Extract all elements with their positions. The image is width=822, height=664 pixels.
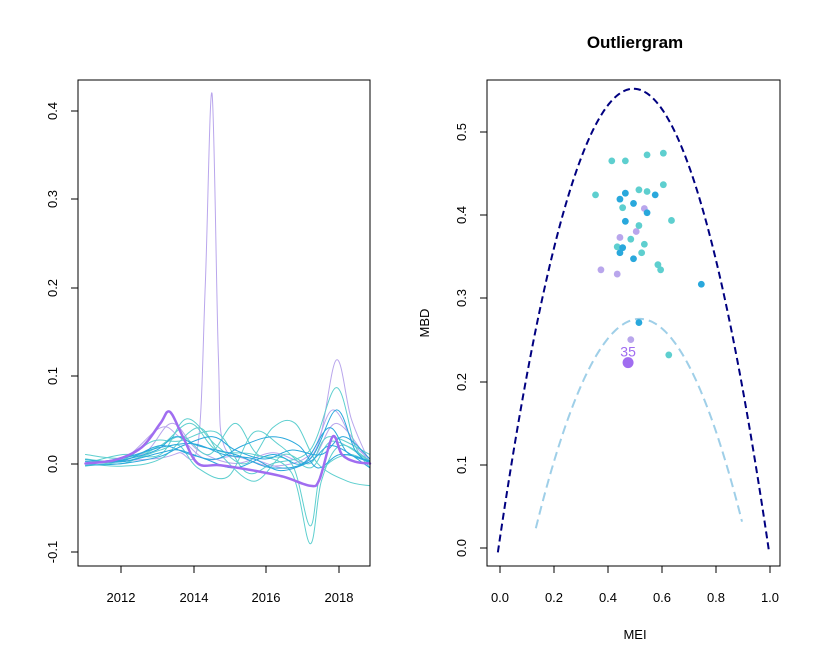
outliergram-point xyxy=(668,217,675,224)
outliergram-point xyxy=(621,189,629,197)
outliergram-x-axis-title: MEI xyxy=(623,627,646,642)
outliergram-point xyxy=(616,195,624,203)
outliergram-y-tick-label: 0.5 xyxy=(454,123,469,141)
outliergram-point xyxy=(608,157,616,165)
outliergram-point xyxy=(632,228,640,235)
curve-series-7 xyxy=(84,418,371,487)
curves-x-tick-label: 2012 xyxy=(107,590,136,605)
outliergram-point xyxy=(640,240,648,248)
outliergram-y-axis: 0.0 0.1 0.2 0.3 0.4 0.5 MBD xyxy=(417,123,488,557)
lower-parabola-curve xyxy=(534,317,743,529)
curves-y-tick-label: 0.0 xyxy=(45,455,60,473)
outliergram-point xyxy=(657,266,665,274)
outliergram-x-tick-label: 0.8 xyxy=(707,590,725,605)
outliergram-y-tick-label: 0.3 xyxy=(454,289,469,307)
outliergram-point xyxy=(613,243,621,251)
outliergram-point xyxy=(619,204,627,212)
outliergram-point xyxy=(659,181,667,189)
outliergram-title: Outliergram xyxy=(587,33,683,52)
outliergram-point xyxy=(635,319,643,326)
outliergram-point xyxy=(613,270,621,278)
outliergram-point xyxy=(627,336,635,343)
outliergram-point xyxy=(630,255,637,263)
outliergram-point xyxy=(619,244,627,252)
outliergram-y-tick-label: 0.2 xyxy=(454,373,469,391)
outliergram-y-axis-title: MBD xyxy=(417,309,432,338)
curves-y-tick-label: 0.3 xyxy=(45,190,60,208)
outliergram-point xyxy=(651,191,659,199)
outliergram-point xyxy=(643,209,651,217)
outliergram-x-tick-label: 0.2 xyxy=(545,590,563,605)
outliergram-x-axis: 0.0 0.2 0.4 0.6 0.8 1.0 MEI xyxy=(491,565,779,642)
curves-y-tick-label: -0.1 xyxy=(45,541,60,563)
outliergram-point xyxy=(643,151,651,159)
outliergram-point xyxy=(638,249,646,257)
curve-series-8 xyxy=(84,430,371,480)
outliergram-point xyxy=(654,261,662,269)
highlighted-curve xyxy=(84,410,372,488)
curve-series-14 xyxy=(84,443,371,472)
outliergram-point xyxy=(597,266,605,274)
outliergram-point xyxy=(616,234,624,241)
upper-parabola-curve xyxy=(496,87,771,553)
outliergram-y-tick-label: 0.1 xyxy=(454,456,469,474)
outliergram-point xyxy=(665,351,673,359)
outliergram-point xyxy=(616,249,624,257)
curve-series-3 xyxy=(84,422,371,464)
outliergram-content: 35 xyxy=(496,87,771,553)
outliergram-x-tick-label: 1.0 xyxy=(761,590,779,605)
outliergram-point xyxy=(630,200,637,207)
outliergram-x-tick-label: 0.6 xyxy=(653,590,671,605)
outliergram-panel: Outliergram 35 0.0 0.1 0.2 0.3 0.4 0.5 M… xyxy=(417,33,781,642)
outliergram-point xyxy=(621,217,629,225)
curves-x-tick-label: 2016 xyxy=(252,590,281,605)
outlier-point xyxy=(622,357,634,369)
curves-x-axis: 2012 2014 2016 2018 xyxy=(107,565,354,605)
curves-x-tick-label: 2014 xyxy=(180,590,209,605)
curve-series-10 xyxy=(84,409,371,469)
outliergram-point xyxy=(592,191,599,199)
outliergram-point xyxy=(697,280,705,288)
curves-x-tick-label: 2018 xyxy=(325,590,354,605)
outliergram-y-tick-label: 0.0 xyxy=(454,539,469,557)
curves-y-tick-label: 0.4 xyxy=(45,102,60,120)
outliergram-x-tick-label: 0.0 xyxy=(491,590,509,605)
outliergram-point xyxy=(643,188,651,195)
outliergram-point xyxy=(627,235,635,243)
curves-panel: -0.1 0.0 0.1 0.2 0.3 0.4 2012 2014 2016 … xyxy=(45,79,372,605)
curve-series-9 xyxy=(84,427,371,482)
outliergram-x-tick-label: 0.4 xyxy=(599,590,617,605)
outlier-label: 35 xyxy=(620,344,636,360)
outliergram-y-tick-label: 0.4 xyxy=(454,206,469,224)
outliergram-point xyxy=(635,222,643,229)
outliergram-point xyxy=(635,186,643,194)
curves-y-axis: -0.1 0.0 0.1 0.2 0.3 0.4 xyxy=(45,102,79,563)
curves-series-group xyxy=(84,92,372,545)
curves-y-tick-label: 0.1 xyxy=(45,367,60,385)
curve-series-1 xyxy=(84,92,371,469)
outliergram-point xyxy=(659,149,667,157)
curves-y-tick-label: 0.2 xyxy=(45,279,60,297)
outliergram-point xyxy=(621,157,629,165)
